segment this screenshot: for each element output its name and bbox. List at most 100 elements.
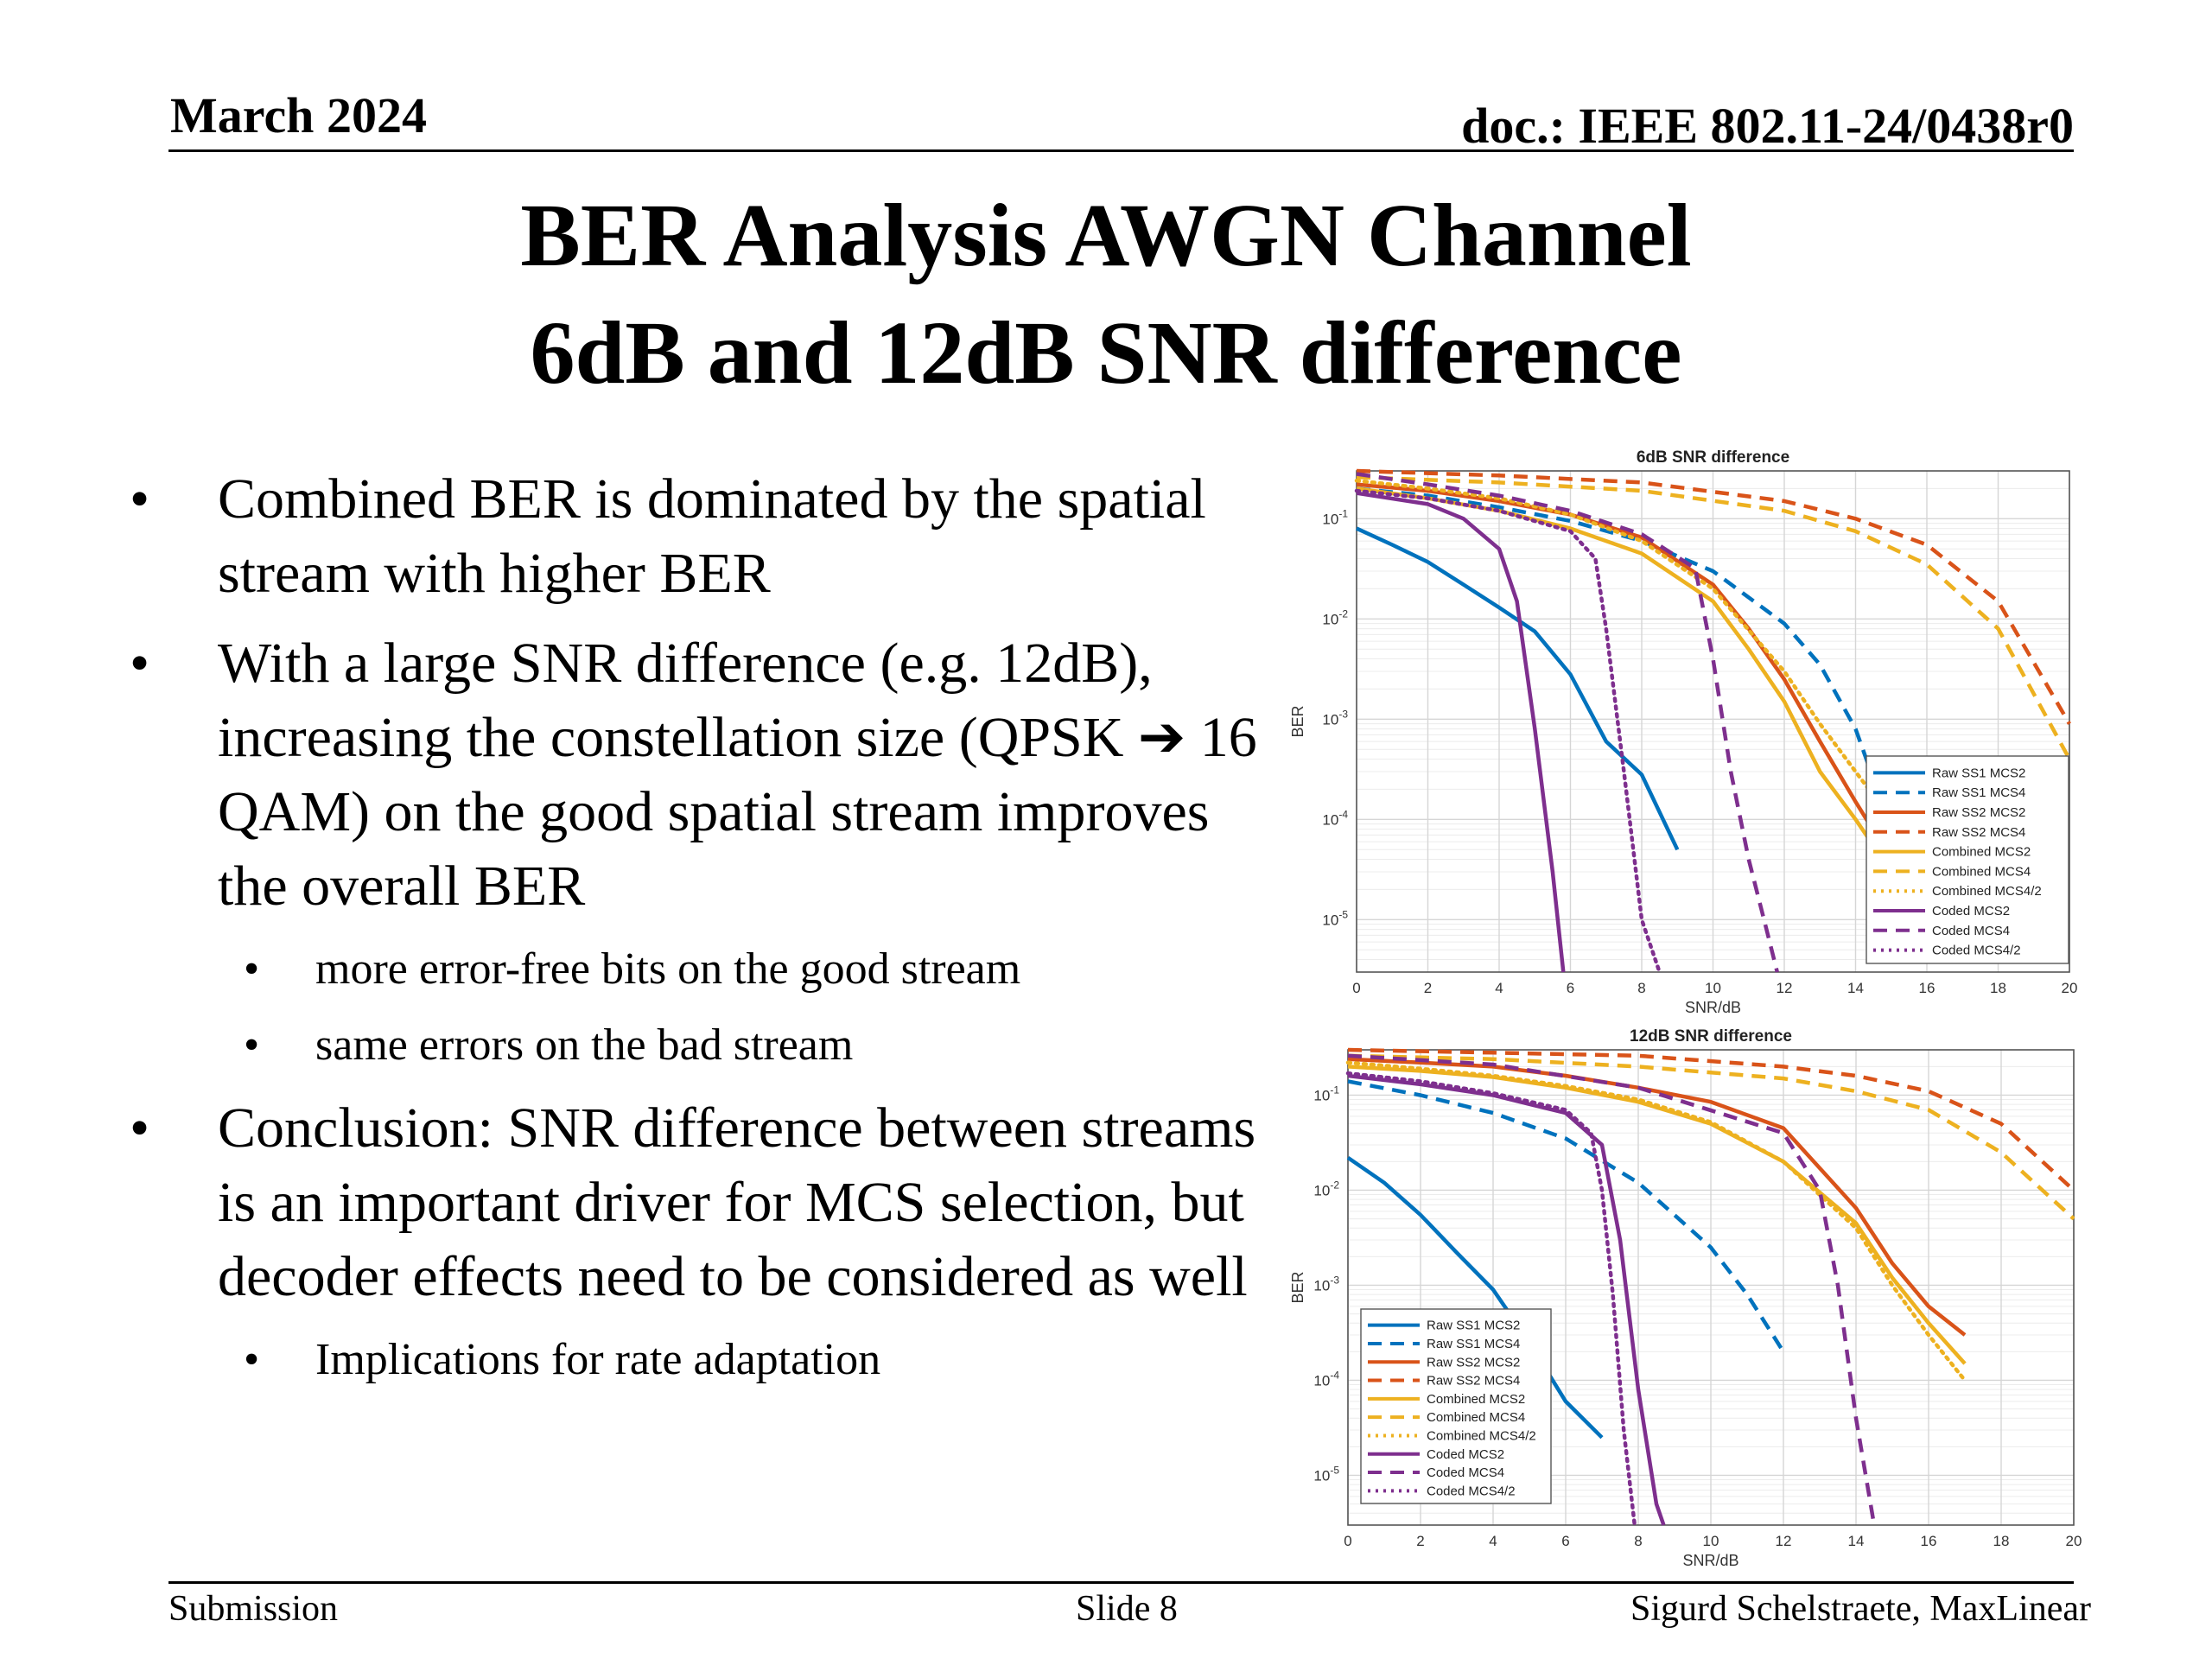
series-line <box>1345 1071 1637 1528</box>
legend-label: Combined MCS4/2 <box>1427 1428 1536 1443</box>
y-tick-label: 10-2 <box>1313 1179 1339 1198</box>
bullet-text: Combined BER is dominated by the spatial… <box>218 467 1206 605</box>
y-tick-label: 10-3 <box>1322 708 1348 728</box>
legend-label: Coded MCS2 <box>1427 1447 1504 1462</box>
series-line <box>1347 1065 1967 1365</box>
series-line <box>1345 1060 1967 1382</box>
legend-label: Raw SS1 MCS2 <box>1427 1319 1520 1333</box>
x-tick-label: 2 <box>1424 980 1432 996</box>
chart-title: 6dB SNR difference <box>1637 448 1789 467</box>
y-tick-label: 10-5 <box>1313 1464 1339 1484</box>
title-line-2: 6dB and 12dB SNR difference <box>530 303 1682 403</box>
series-line <box>1356 468 2071 725</box>
bullet-text: Conclusion: SNR difference between strea… <box>218 1096 1256 1308</box>
legend-label: Raw SS2 MCS2 <box>1932 805 2025 820</box>
bullet-marker: • <box>130 1096 150 1160</box>
y-tick-label: 10-2 <box>1322 607 1348 627</box>
sub-bullet-item: • Implications for rate adaptation <box>130 1330 1270 1390</box>
legend-label: Combined MCS2 <box>1932 845 2031 860</box>
x-tick-label: 4 <box>1489 1533 1497 1549</box>
x-axis-label: SNR/dB <box>1682 1552 1738 1569</box>
series-line <box>1346 1155 1604 1440</box>
x-tick-label: 20 <box>2062 980 2078 996</box>
header-doc-id: doc.: IEEE 802.11-24/0438r0 <box>1461 98 2074 154</box>
x-tick-label: 12 <box>1777 980 1793 996</box>
y-tick-label: 10-4 <box>1313 1369 1339 1389</box>
x-tick-label: 8 <box>1634 1533 1642 1549</box>
y-tick-label: 10-5 <box>1322 908 1348 928</box>
bullet-item: • With a large SNR difference (e.g. 12dB)… <box>130 626 1270 924</box>
legend-label: Raw SS1 MCS4 <box>1427 1337 1520 1351</box>
x-tick-label: 10 <box>1705 980 1721 996</box>
chart-title: 12dB SNR difference <box>1630 1027 1792 1046</box>
series-line <box>1356 491 1566 973</box>
legend-label: Combined MCS2 <box>1427 1392 1525 1407</box>
x-tick-label: 0 <box>1344 1533 1351 1549</box>
legend-label: Raw SS2 MCS2 <box>1427 1355 1520 1370</box>
x-tick-label: 10 <box>1703 1533 1719 1549</box>
legend-label: Combined MCS4 <box>1932 864 2031 879</box>
legend-label: Coded MCS4 <box>1427 1465 1504 1480</box>
legend-label: Combined MCS4/2 <box>1932 884 2042 899</box>
legend-label: Raw SS1 MCS2 <box>1932 766 2025 780</box>
y-tick-label: 10-3 <box>1313 1274 1339 1294</box>
legend-label: Coded MCS4 <box>1932 924 2010 938</box>
legend-label: Raw SS2 MCS4 <box>1932 825 2025 840</box>
series-line <box>1356 482 1893 861</box>
series-line <box>1347 1057 1967 1337</box>
bullet-text: Implications for rate adaptation <box>315 1335 881 1384</box>
series-line <box>1354 478 1894 822</box>
series-line <box>1356 526 1680 851</box>
x-tick-label: 16 <box>1919 980 1936 996</box>
bullet-marker: • <box>130 467 150 531</box>
series-line <box>1347 1053 1877 1526</box>
series-line <box>1354 488 1662 975</box>
x-tick-label: 16 <box>1921 1533 1937 1549</box>
y-axis-label: BER <box>1289 1271 1306 1303</box>
footer-slide-number: Slide 8 <box>1076 1589 1178 1629</box>
footer-author: Sigurd Schelstraete, MaxLinear <box>1630 1589 2091 1629</box>
legend-label: Combined MCS4 <box>1427 1410 1525 1425</box>
legend-label: Raw SS2 MCS4 <box>1427 1374 1520 1389</box>
series-line <box>1347 1079 1785 1353</box>
x-tick-label: 12 <box>1776 1533 1792 1549</box>
legend-label: Raw SS1 MCS4 <box>1932 785 2025 800</box>
header-date: March 2024 <box>170 87 427 143</box>
x-tick-label: 2 <box>1416 1533 1424 1549</box>
x-tick-label: 20 <box>2066 1533 2082 1549</box>
x-tick-label: 18 <box>1990 980 2006 996</box>
x-tick-label: 18 <box>1993 1533 2010 1549</box>
series-line <box>1356 486 1893 830</box>
bullet-marker: • <box>244 1335 260 1384</box>
x-tick-label: 8 <box>1637 980 1645 996</box>
plot-frame <box>1347 1049 2075 1526</box>
series-line <box>1356 472 1779 973</box>
bullet-marker: • <box>244 1020 260 1070</box>
series-line <box>1347 1047 2075 1192</box>
ber-chart-12db: 10-1 10-2 10-3 10-4 10-5 0 2 4 6 8 10 12 14 16 18 20 12d… <box>1289 1027 2082 1569</box>
series-line <box>1356 474 2071 760</box>
x-tick-label: 6 <box>1561 1533 1569 1549</box>
y-tick-label: 10-1 <box>1322 507 1348 527</box>
sub-bullet-item: • same errors on the bad stream <box>130 1015 1270 1076</box>
bullet-marker: • <box>244 944 260 994</box>
ber-chart-6db: 10-1 10-2 10-3 10-4 10-5 0 2 4 6 8 10 12 14 16 18 20 6dB… <box>1289 448 2078 1016</box>
y-tick-label: 10-4 <box>1322 808 1348 828</box>
x-tick-label: 4 <box>1495 980 1503 996</box>
title-line-1: BER Analysis AWGN Channel <box>520 186 1692 285</box>
x-tick-label: 14 <box>1848 1533 1865 1549</box>
bullet-item: • Conclusion: SNR difference between stre… <box>130 1091 1270 1314</box>
footer-submission: Submission <box>168 1589 339 1629</box>
y-axis-label: BER <box>1289 705 1306 737</box>
series-line <box>1347 1073 1666 1526</box>
x-tick-label: 0 <box>1352 980 1360 996</box>
sub-bullet-item: • more error-free bits on the good stream <box>130 939 1270 1000</box>
bullet-marker: • <box>130 632 150 695</box>
series-line <box>1347 1053 2075 1221</box>
bullet-text: With a large SNR difference (e.g. 12dB),… <box>218 632 1257 918</box>
header-rule <box>168 149 2074 152</box>
legend-label: Coded MCS2 <box>1932 904 2010 918</box>
x-tick-label: 14 <box>1847 980 1864 996</box>
bullet-text: same errors on the bad stream <box>315 1020 854 1070</box>
